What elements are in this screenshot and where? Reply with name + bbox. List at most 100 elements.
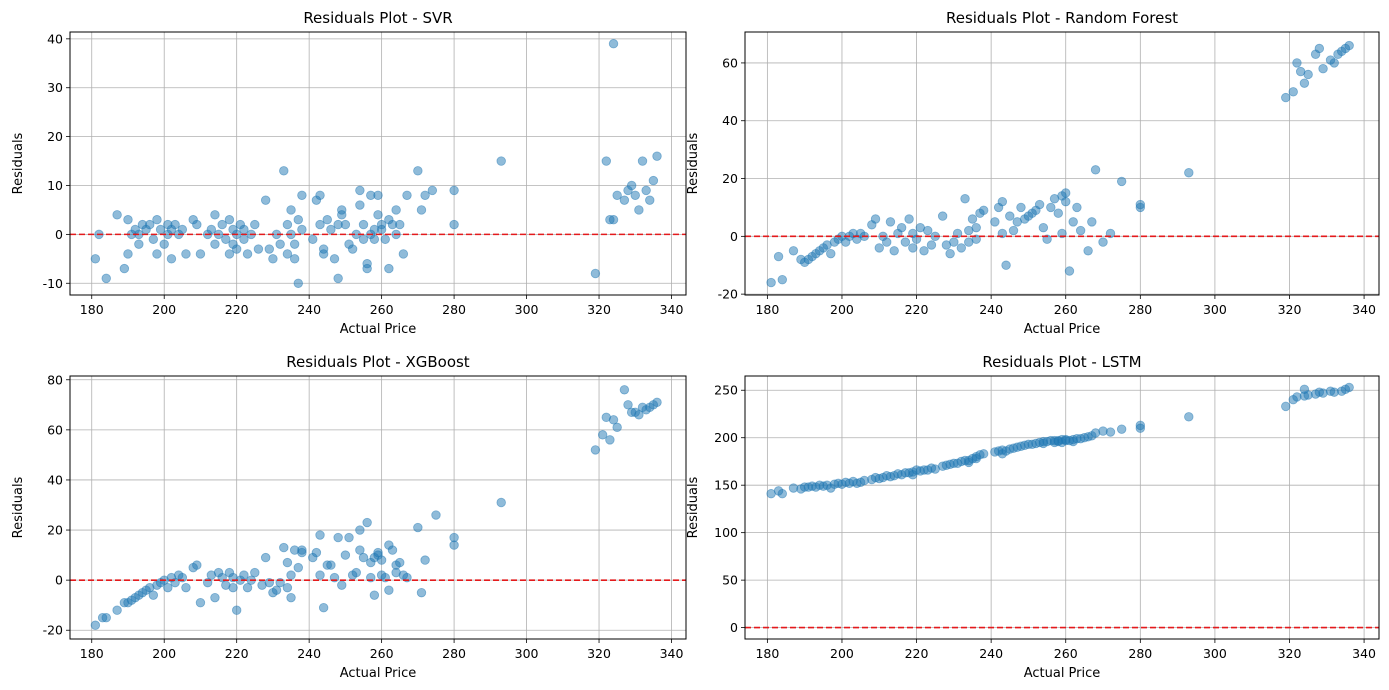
data-point xyxy=(206,224,217,235)
data-point xyxy=(395,219,405,230)
data-point xyxy=(384,263,394,274)
data-point xyxy=(355,525,365,535)
y-tick-label: 60 xyxy=(47,422,63,437)
x-tick-label: 340 xyxy=(1352,646,1376,661)
data-point xyxy=(420,555,430,565)
data-point xyxy=(282,557,293,568)
data-point xyxy=(373,190,383,200)
data-point xyxy=(308,234,318,244)
data-point xyxy=(402,190,412,200)
x-tick-label: 320 xyxy=(1278,302,1302,317)
data-point xyxy=(777,489,787,499)
data-point xyxy=(250,219,260,230)
data-point xyxy=(166,254,177,264)
data-point xyxy=(315,570,325,580)
data-point xyxy=(282,219,293,230)
y-tick-label: -20 xyxy=(718,287,738,302)
data-point xyxy=(351,567,361,578)
subplot-1: 180 200 220 240 260 280 300 320 340 -10 0 10 20 30 40 R… xyxy=(11,9,687,337)
data-point xyxy=(605,435,615,445)
data-point xyxy=(376,224,387,235)
x-tick-label: 200 xyxy=(152,646,176,661)
data-point xyxy=(1344,40,1354,51)
data-point xyxy=(626,180,637,191)
y-tick-label: 50 xyxy=(722,573,738,588)
subplot-title: Residuals Plot - Random Forest xyxy=(946,9,1178,27)
data-point xyxy=(195,597,206,608)
x-tick-label: 340 xyxy=(1352,302,1376,317)
x-tick-label: 220 xyxy=(905,302,929,317)
y-tick-label: 40 xyxy=(47,31,63,46)
data-point xyxy=(340,550,351,560)
data-point xyxy=(297,545,307,555)
data-point xyxy=(297,190,307,200)
data-point xyxy=(1303,69,1313,80)
data-point xyxy=(387,545,398,555)
data-point xyxy=(648,175,659,186)
data-point xyxy=(134,239,144,249)
data-point xyxy=(926,240,937,250)
y-tick-label: 200 xyxy=(714,430,738,445)
data-point xyxy=(634,205,644,215)
data-point xyxy=(260,552,271,563)
x-tick-label: 240 xyxy=(297,302,321,317)
subplot-3: 180 200 220 240 260 280 300 320 340 -20 0 20 40 60 80 R… xyxy=(11,353,687,681)
data-point xyxy=(119,263,130,274)
data-point xyxy=(1281,401,1291,412)
data-point xyxy=(355,200,365,210)
data-point xyxy=(997,196,1008,207)
data-point xyxy=(908,243,918,253)
subplot-4: 180 200 220 240 260 280 300 320 340 0 50 100 150 200 2… xyxy=(686,353,1380,681)
data-point xyxy=(362,259,372,269)
data-point xyxy=(358,552,369,563)
data-point xyxy=(826,248,836,259)
data-point xyxy=(123,215,133,225)
data-point xyxy=(978,205,989,216)
y-tick-label: 20 xyxy=(47,129,63,144)
data-point xyxy=(1005,211,1015,221)
data-point xyxy=(949,237,959,247)
data-point xyxy=(1299,78,1310,88)
data-point xyxy=(90,254,101,264)
data-point xyxy=(1318,64,1328,74)
x-tick-label: 340 xyxy=(660,646,684,661)
data-point xyxy=(279,166,289,176)
data-point xyxy=(337,205,347,215)
x-tick-label: 260 xyxy=(1054,302,1078,317)
data-point xyxy=(1292,58,1302,68)
data-point xyxy=(297,224,307,235)
data-point xyxy=(398,249,409,259)
data-point xyxy=(889,246,899,256)
y-tick-label: 40 xyxy=(47,472,63,487)
x-axis-label: Actual Price xyxy=(1024,322,1101,337)
x-tick-label: 280 xyxy=(1128,646,1152,661)
data-point xyxy=(1072,202,1082,213)
data-point xyxy=(293,562,303,573)
data-point xyxy=(1329,58,1339,68)
data-point xyxy=(1075,225,1086,236)
data-point xyxy=(420,190,430,200)
data-point xyxy=(260,195,271,205)
x-tick-label: 200 xyxy=(152,302,176,317)
x-tick-label: 180 xyxy=(755,646,779,661)
data-point xyxy=(608,215,619,225)
data-point xyxy=(608,39,619,49)
x-tick-label: 180 xyxy=(80,646,104,661)
x-tick-label: 200 xyxy=(830,646,854,661)
x-tick-label: 220 xyxy=(225,646,249,661)
data-point xyxy=(1288,87,1298,97)
y-tick-label: 0 xyxy=(730,229,738,244)
data-point xyxy=(333,273,343,284)
data-point xyxy=(268,254,278,264)
y-tick-label: -10 xyxy=(43,276,63,291)
data-point xyxy=(90,620,101,630)
x-tick-label: 200 xyxy=(830,302,854,317)
y-tick-label: 20 xyxy=(722,171,738,186)
data-point xyxy=(413,522,423,533)
data-point xyxy=(271,585,282,595)
data-point xyxy=(788,246,799,256)
data-point xyxy=(427,185,438,196)
subplot-title: Residuals Plot - LSTM xyxy=(982,353,1141,371)
data-point xyxy=(145,219,155,230)
data-point xyxy=(264,244,274,254)
